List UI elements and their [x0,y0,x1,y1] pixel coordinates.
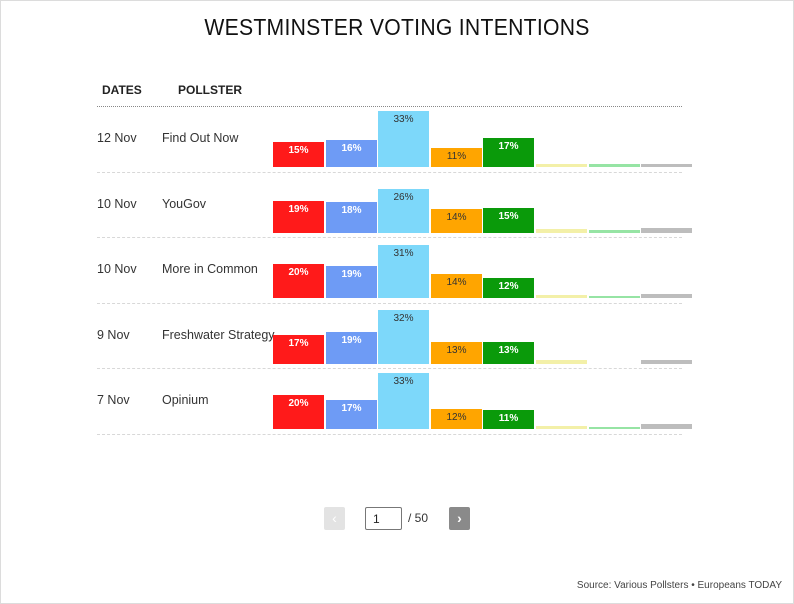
bar [483,410,534,429]
bar-value-label: 33% [393,114,414,125]
bar-value-label: 19% [341,269,362,280]
bar-value-label: 15% [288,145,309,156]
bar [536,360,587,364]
bar [483,342,534,364]
bar [641,294,692,298]
bar-value-label: 19% [288,204,309,215]
row-pollster: Find Out Now [162,131,239,145]
row-date: 7 Nov [97,393,130,407]
row-date: 10 Nov [97,262,137,276]
bar-value-label: 31% [393,248,414,259]
bar [589,296,640,298]
chart-title: WESTMINSTER VOTING INTENTIONS [204,14,590,40]
row-date: 10 Nov [97,196,137,211]
bar [273,335,324,364]
bar-value-label: 11% [446,151,467,162]
bar [273,395,324,429]
bar [273,142,324,167]
bar [483,208,534,233]
bar [589,164,640,167]
bar-value-label: 13% [498,345,519,356]
bar-value-label: 20% [288,267,309,278]
next-page-button[interactable]: › [449,507,470,530]
bar-value-label: 17% [341,403,362,414]
bar [378,245,429,298]
row-divider [97,172,682,173]
bar [273,201,324,233]
bar [431,209,482,233]
row-pollster: Freshwater Strategy [162,327,275,342]
bar-value-label: 14% [446,212,467,223]
previous-page-button[interactable]: ‹ [324,507,345,530]
bar-value-label: 11% [498,413,519,424]
bar-value-label: 18% [341,205,362,216]
bar [378,189,429,233]
row-divider [97,237,682,238]
bar-value-label: 17% [288,338,309,349]
bar-value-label: 33% [393,376,414,387]
page-total: / 50 [408,511,429,525]
bar-value-label: 16% [341,143,362,154]
bar-value-label: 19% [341,335,362,346]
bar-value-label: 15% [498,211,519,222]
bar [483,278,534,298]
bar [431,274,482,298]
bar [273,264,324,298]
bar [326,400,377,429]
bar [378,373,429,429]
header-divider [97,106,682,107]
bar [641,424,692,429]
bar [641,164,692,167]
row-divider [97,434,682,435]
bar-value-label: 12% [498,281,519,292]
bar [536,164,587,167]
bar [378,111,429,167]
bar-value-label: 32% [393,313,414,324]
page-number-input[interactable] [365,507,402,530]
bar-value-label: 26% [393,192,414,203]
bar [431,342,482,364]
bar-value-label: 14% [446,277,467,288]
bar [378,310,429,364]
bar-value-label: 12% [446,412,467,423]
bar [536,229,587,233]
row-date: 9 Nov [97,327,130,342]
bar-value-label: 20% [288,398,309,409]
bar [326,332,377,364]
bar [431,409,482,429]
bar [589,230,640,233]
row-date: 12 Nov [97,131,137,145]
bar [589,427,640,429]
source-note: Source: Various Pollsters • Europeans TO… [576,580,782,591]
bar [641,228,692,233]
row-divider [97,303,682,304]
bar [326,266,377,298]
row-divider [97,368,682,369]
bar-value-label: 13% [446,345,467,356]
bar [641,360,692,364]
column-header-pollster: POLLSTER [178,83,243,97]
row-pollster: Opinium [162,393,209,407]
bar [326,202,377,233]
bar [483,138,534,167]
column-header-dates: DATES [102,83,142,97]
bar [536,295,587,298]
row-pollster: YouGov [162,196,207,211]
bar-value-label: 17% [498,141,519,152]
bar [326,140,377,167]
row-pollster: More in Common [162,262,258,276]
bar [431,148,482,167]
bar [536,426,587,429]
